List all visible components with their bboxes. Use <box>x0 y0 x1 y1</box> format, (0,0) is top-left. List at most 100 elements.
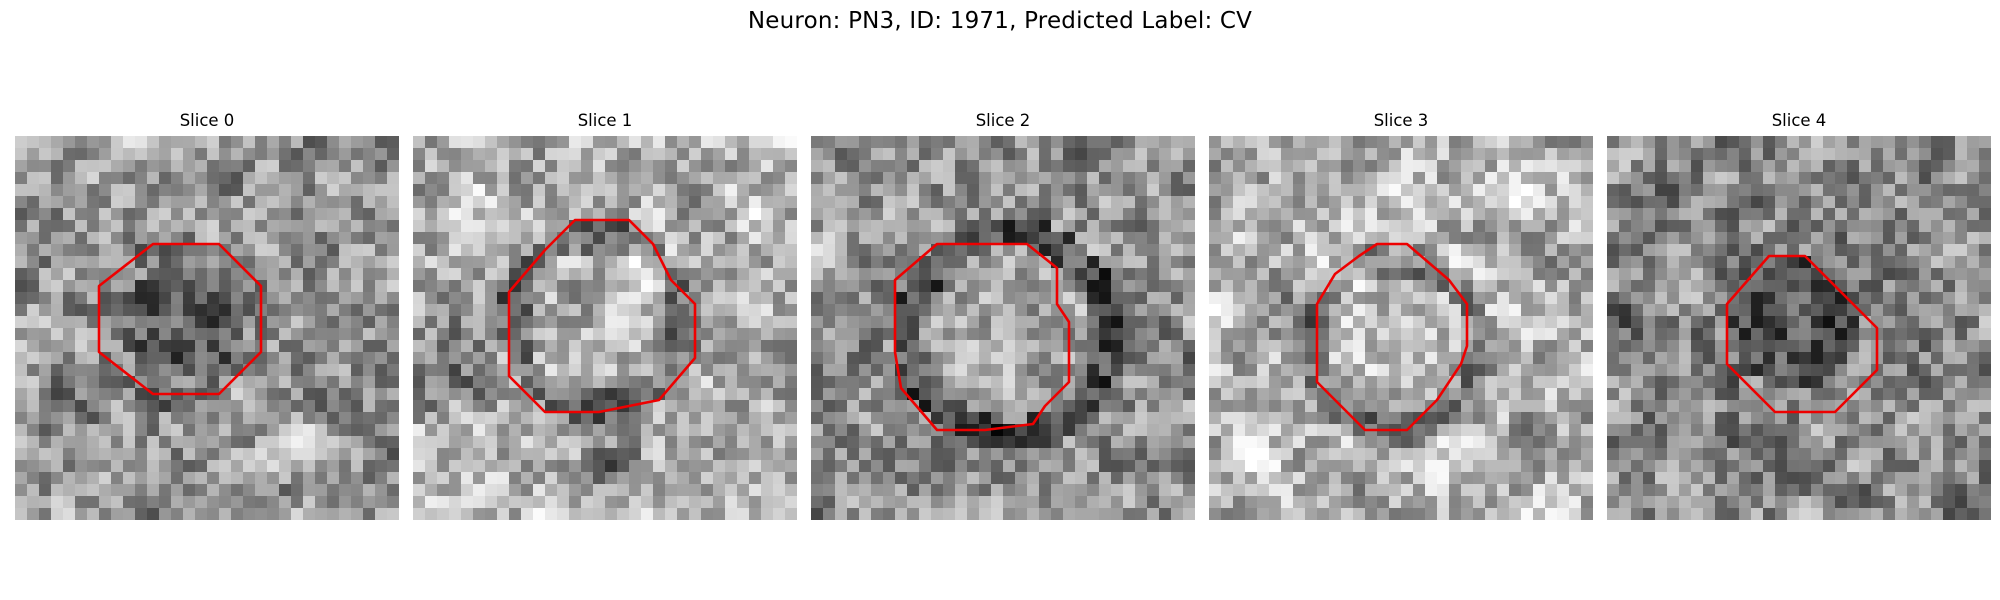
pixel <box>87 184 99 196</box>
pixel <box>1835 196 1847 208</box>
pixel <box>509 292 521 304</box>
pixel <box>1099 508 1111 520</box>
pixel <box>339 448 351 460</box>
pixel <box>87 484 99 496</box>
pixel <box>1763 316 1775 328</box>
pixel <box>1221 472 1233 484</box>
pixel <box>1497 388 1509 400</box>
pixel <box>1883 184 1895 196</box>
pixel <box>1473 412 1485 424</box>
pixel <box>27 496 39 508</box>
pixel <box>1907 412 1919 424</box>
pixel <box>1099 292 1111 304</box>
pixel <box>1727 316 1739 328</box>
pixel <box>823 304 835 316</box>
pixel <box>1111 460 1123 472</box>
pixel <box>461 184 473 196</box>
pixel <box>701 256 713 268</box>
pixel <box>1739 160 1751 172</box>
pixel <box>1051 244 1063 256</box>
pixel <box>943 508 955 520</box>
pixel <box>737 472 749 484</box>
pixel <box>1099 436 1111 448</box>
pixel <box>521 352 533 364</box>
pixel <box>785 196 797 208</box>
pixel <box>1135 376 1147 388</box>
pixel <box>895 508 907 520</box>
pixel <box>1775 304 1787 316</box>
pixel <box>1979 304 1991 316</box>
pixel <box>943 316 955 328</box>
pixel <box>1895 352 1907 364</box>
pixel <box>1619 448 1631 460</box>
pixel <box>1401 220 1413 232</box>
pixel <box>1509 160 1521 172</box>
pixel <box>785 460 797 472</box>
pixel <box>785 232 797 244</box>
pixel <box>1557 484 1569 496</box>
pixel <box>375 280 387 292</box>
pixel <box>387 136 399 148</box>
pixel <box>1509 412 1521 424</box>
pixel <box>665 148 677 160</box>
pixel <box>1111 388 1123 400</box>
pixel <box>847 292 859 304</box>
pixel <box>183 136 195 148</box>
pixel <box>461 220 473 232</box>
pixel <box>689 364 701 376</box>
pixel <box>497 172 509 184</box>
pixel <box>183 184 195 196</box>
pixel <box>871 328 883 340</box>
pixel <box>195 244 207 256</box>
pixel <box>931 208 943 220</box>
pixel <box>123 400 135 412</box>
pixel <box>1317 328 1329 340</box>
pixel <box>15 436 27 448</box>
pixel <box>291 460 303 472</box>
pixel <box>1715 184 1727 196</box>
pixel <box>1171 364 1183 376</box>
pixel <box>1233 136 1245 148</box>
pixel <box>919 376 931 388</box>
pixel <box>931 196 943 208</box>
pixel <box>509 412 521 424</box>
pixel <box>437 244 449 256</box>
pixel <box>497 484 509 496</box>
pixel <box>1581 340 1593 352</box>
pixel <box>1521 400 1533 412</box>
pixel <box>1931 280 1943 292</box>
pixel <box>1799 268 1811 280</box>
pixel <box>1679 352 1691 364</box>
pixel <box>1413 484 1425 496</box>
pixel <box>1631 280 1643 292</box>
pixel <box>1581 424 1593 436</box>
pixel <box>883 496 895 508</box>
pixel <box>1655 172 1667 184</box>
pixel <box>859 208 871 220</box>
pixel <box>1787 136 1799 148</box>
pixel <box>761 376 773 388</box>
pixel <box>27 244 39 256</box>
pixel <box>351 328 363 340</box>
pixel <box>1413 208 1425 220</box>
pixel <box>363 436 375 448</box>
pixel <box>665 256 677 268</box>
pixel <box>1919 424 1931 436</box>
pixel <box>1775 148 1787 160</box>
pixel <box>1907 244 1919 256</box>
pixel <box>1111 292 1123 304</box>
pixel <box>1209 208 1221 220</box>
pixel <box>339 256 351 268</box>
pixel <box>339 340 351 352</box>
pixel <box>99 184 111 196</box>
pixel <box>111 400 123 412</box>
pixel <box>773 364 785 376</box>
pixel <box>1847 208 1859 220</box>
pixel <box>1245 316 1257 328</box>
pixel <box>1003 448 1015 460</box>
pixel <box>593 364 605 376</box>
pixel <box>895 436 907 448</box>
pixel <box>653 364 665 376</box>
pixel <box>1413 340 1425 352</box>
pixel <box>1015 376 1027 388</box>
